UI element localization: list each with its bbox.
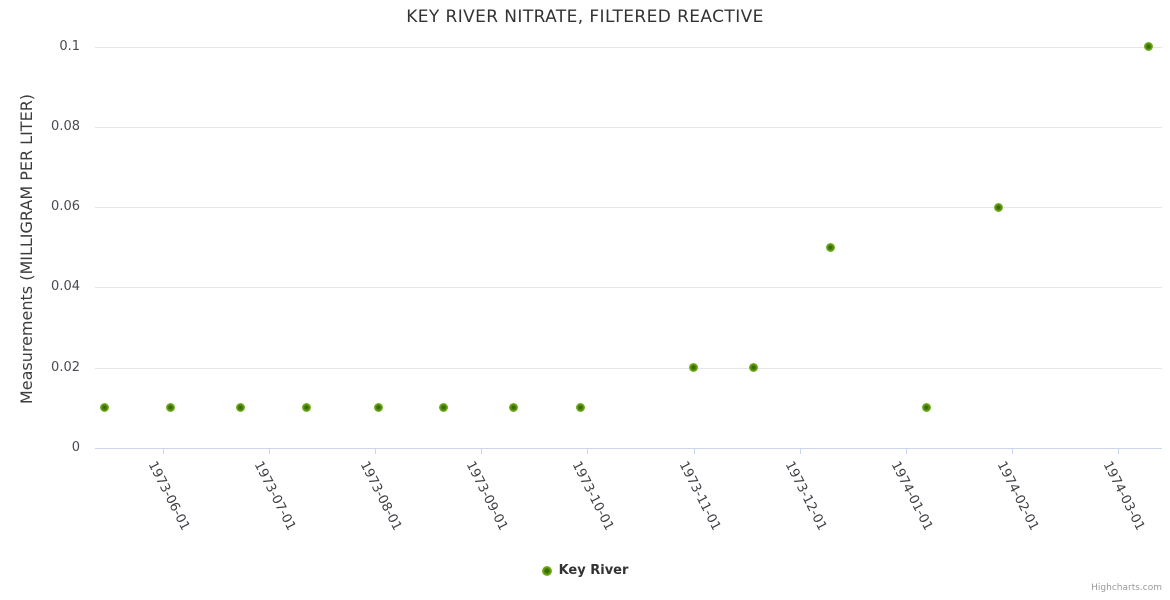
grid-line [95,47,1162,48]
data-point[interactable] [921,403,931,413]
x-axis-tick [906,448,907,454]
grid-line [95,207,1162,208]
data-point[interactable] [749,363,759,373]
data-point[interactable] [575,403,585,413]
legend-label: Key River [558,563,629,578]
x-axis-tick [587,448,588,454]
x-axis-tick [269,448,270,454]
y-axis-title: Measurements (MILLIGRAM PER LITER) [17,93,36,405]
data-point[interactable] [1144,42,1154,52]
x-axis-tick [694,448,695,454]
data-point[interactable] [993,202,1003,212]
data-point[interactable] [100,403,110,413]
y-axis-label: 0.08 [51,119,80,134]
data-point[interactable] [825,242,835,252]
data-point[interactable] [165,403,175,413]
y-axis-label: 0.02 [51,360,80,375]
grid-line [95,127,1162,128]
x-axis-label: 1973-09-01 [462,459,511,534]
x-axis-label: 1973-10-01 [568,459,617,534]
grid-line [95,368,1162,369]
data-point[interactable] [439,403,449,413]
x-axis-label: 1973-06-01 [144,459,193,534]
x-axis-label: 1973-07-01 [250,459,299,534]
x-axis-tick [163,448,164,454]
y-axis-label: 0.1 [59,39,80,54]
data-point[interactable] [374,403,384,413]
data-point[interactable] [689,363,699,373]
x-axis-tick [1012,448,1013,454]
x-axis-label: 1974-03-01 [1099,459,1148,534]
y-axis-label: 0 [71,440,80,455]
chart-title: KEY RIVER NITRATE, FILTERED REACTIVE [406,7,764,27]
x-axis-tick [481,448,482,454]
x-axis-line [95,448,1162,449]
x-axis-label: 1974-01-01 [887,459,936,534]
data-point[interactable] [302,403,312,413]
y-axis-label: 0.06 [51,199,80,214]
x-axis-label: 1974-02-01 [993,459,1042,534]
x-axis-tick [1118,448,1119,454]
data-point[interactable] [508,403,518,413]
y-axis-label: 0.04 [51,279,80,294]
highcharts-credit-link[interactable]: Highcharts.com [1091,583,1162,593]
x-axis-label: 1973-12-01 [781,459,830,534]
grid-line [95,287,1162,288]
legend-item-key-river[interactable]: Key River [0,563,1170,578]
x-axis-tick [375,448,376,454]
x-axis-label: 1973-08-01 [356,459,405,534]
x-axis-tick [800,448,801,454]
data-point[interactable] [236,403,246,413]
legend-marker-icon [541,565,552,576]
x-axis-label: 1973-11-01 [675,459,724,534]
